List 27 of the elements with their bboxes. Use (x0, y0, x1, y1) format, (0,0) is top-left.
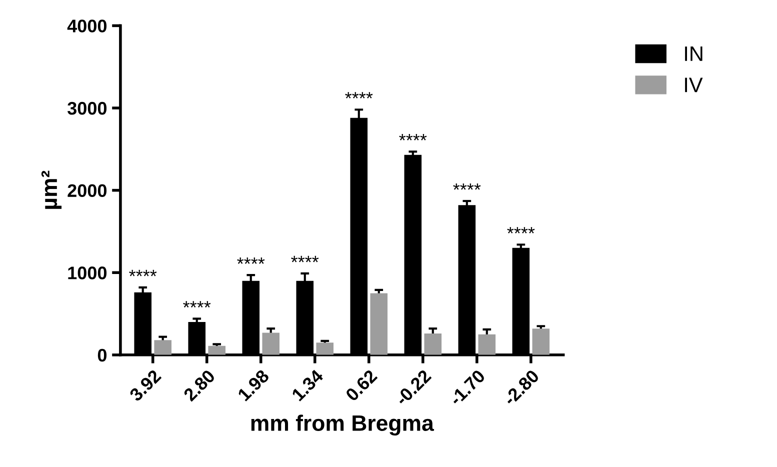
annotation: **** (237, 258, 265, 264)
legend-label: IN (685, 46, 702, 61)
y-axis-title: µm² (41, 170, 62, 209)
x-tick-label: 0.62 (344, 368, 378, 402)
annotation: **** (345, 92, 373, 98)
annotation: **** (507, 227, 535, 234)
x-tick-label: 3.92 (128, 368, 162, 402)
bar (424, 334, 442, 355)
annotation: **** (183, 301, 211, 308)
bar (478, 334, 496, 355)
bar (208, 346, 226, 355)
bar (370, 293, 388, 355)
y-tick-label: 2000 (68, 184, 107, 198)
y-tick-label: 3000 (67, 102, 107, 115)
legend-label: IV (685, 78, 703, 92)
y-tick-label: 0 (98, 348, 106, 362)
annotation: **** (129, 270, 157, 276)
annotation: **** (399, 134, 427, 140)
bar (316, 342, 334, 355)
bar (262, 332, 280, 355)
x-axis-title: mm from Bregma (251, 414, 434, 436)
bar (154, 340, 172, 355)
y-tick-label: 4000 (67, 20, 107, 32)
bar (532, 328, 550, 355)
annotation: **** (291, 256, 319, 262)
annotation: **** (453, 183, 481, 190)
y-tick-label: 1000 (68, 266, 107, 280)
